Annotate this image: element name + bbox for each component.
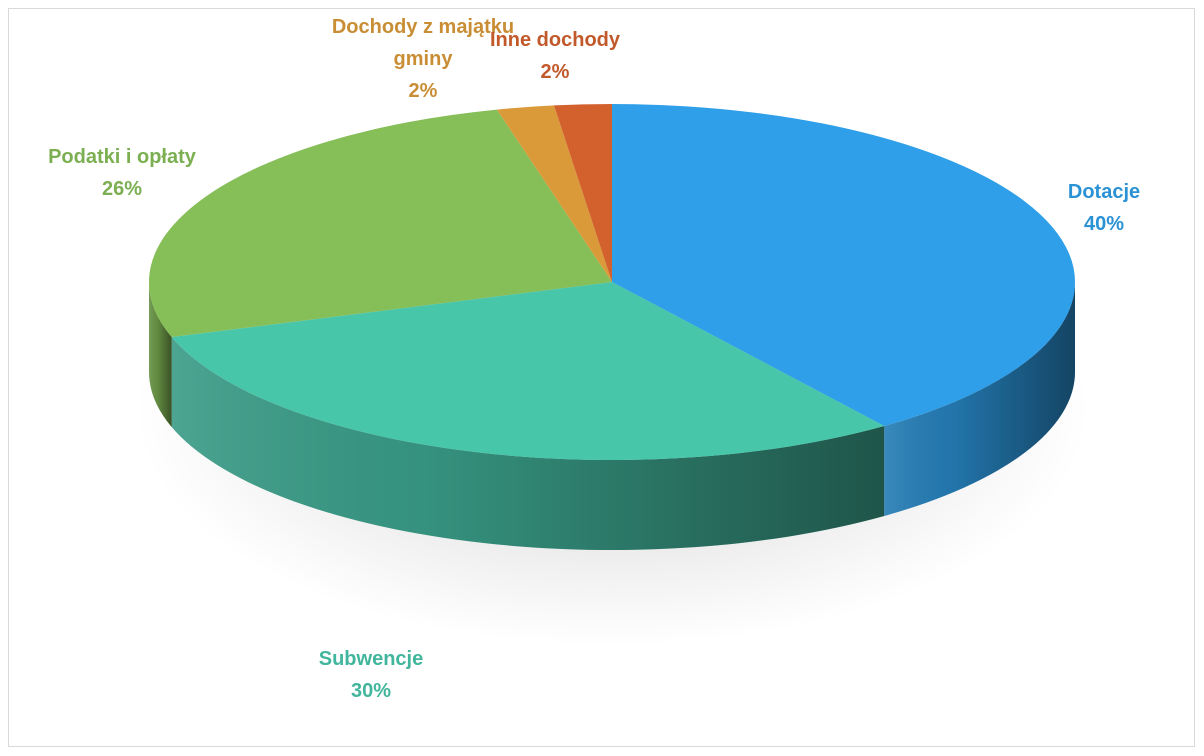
pie-side-shade-0 (884, 282, 1075, 517)
pie-slice-1 (171, 282, 885, 461)
pie-slice-2 (148, 109, 613, 338)
slice-label-1: Subwencje 30% (319, 648, 423, 702)
pie-slice-3 (496, 105, 612, 282)
slice-label-3: Dochody z majątku gminy 2% (332, 16, 514, 102)
slice-label-0: Dotacje 40% (1068, 181, 1140, 235)
pie-tops (148, 104, 1075, 461)
pie-slice-4 (553, 104, 612, 282)
pie-labels: Dotacje 40% Subwencje 30% Podatki i opłaty 26… (48, 16, 1140, 702)
slice-label-2: Podatki i opłaty 26% (48, 146, 197, 200)
pie-sides (149, 282, 1075, 550)
slice-label-4: Inne dochody 2% (490, 29, 621, 83)
pie-slice-0 (612, 104, 1075, 427)
pie-side-shade-2 (149, 282, 172, 428)
pie-side-shade-1 (171, 337, 885, 550)
